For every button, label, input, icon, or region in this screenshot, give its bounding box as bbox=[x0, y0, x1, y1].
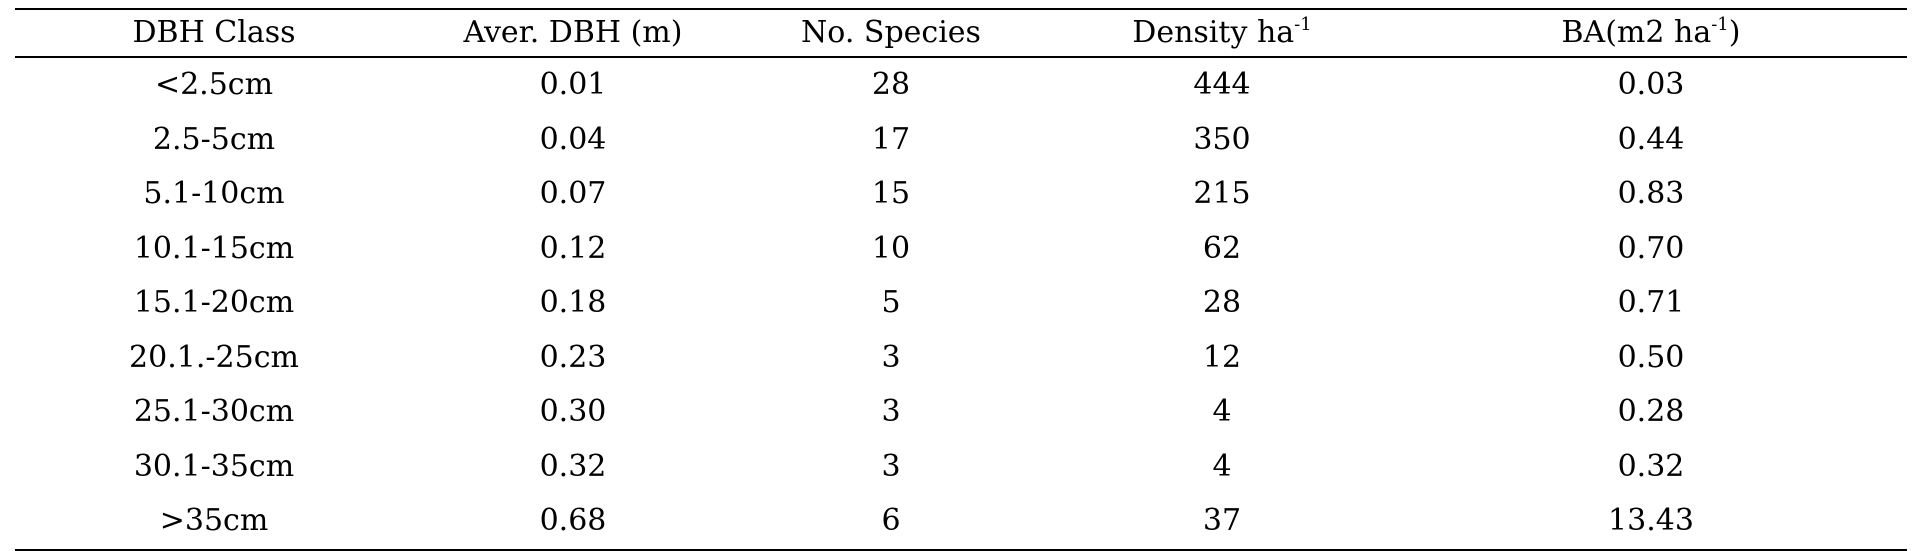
header-aver-dbh: Aver. DBH (m) bbox=[413, 9, 733, 57]
header-dbh-class: DBH Class bbox=[15, 9, 413, 57]
header-no-species: No. Species bbox=[733, 9, 1049, 57]
aver-dbh-cell: 0.68 bbox=[539, 503, 607, 539]
table-body: <2.5cm 0.01 28 444 0.03 2.5-5cm 0.04 17 350 0.44 5… bbox=[15, 57, 1907, 550]
dbh-class-cell: 2.5-5cm bbox=[152, 121, 276, 157]
dbh-class-cell: 20.1.-25cm bbox=[129, 339, 299, 375]
dbh-class-table: DBH Class Aver. DBH (m) No. Species Dens… bbox=[15, 8, 1907, 551]
table-row: 30.1-35cm 0.32 3 4 0.32 bbox=[15, 440, 1907, 495]
header-density-superscript: -1 bbox=[1294, 14, 1312, 35]
no-species-cell: 28 bbox=[871, 67, 911, 103]
table-row: 15.1-20cm 0.18 5 28 0.71 bbox=[15, 276, 1907, 331]
no-species-cell: 3 bbox=[881, 339, 901, 375]
no-species-cell: 5 bbox=[881, 285, 901, 321]
aver-dbh-cell: 0.30 bbox=[539, 394, 607, 430]
density-cell: 4 bbox=[1212, 448, 1232, 484]
dbh-class-cell: <2.5cm bbox=[154, 67, 274, 103]
header-basal-area-close-paren: ) bbox=[1728, 15, 1741, 50]
basal-area-cell: 0.70 bbox=[1617, 230, 1685, 266]
header-basal-area: BA(m2 ha-1) bbox=[1395, 9, 1907, 57]
aver-dbh-cell: 0.18 bbox=[539, 285, 607, 321]
basal-area-cell: 0.71 bbox=[1617, 285, 1685, 321]
header-density: Density ha-1 bbox=[1049, 9, 1395, 57]
no-species-cell: 3 bbox=[881, 394, 901, 430]
dbh-class-table-container: DBH Class Aver. DBH (m) No. Species Dens… bbox=[15, 8, 1907, 551]
aver-dbh-cell: 0.04 bbox=[539, 121, 607, 157]
basal-area-cell: 0.03 bbox=[1617, 67, 1685, 103]
aver-dbh-cell: 0.23 bbox=[539, 339, 607, 375]
header-aver-dbh-text: Aver. DBH (m) bbox=[463, 15, 683, 50]
basal-area-cell: 0.50 bbox=[1617, 339, 1685, 375]
basal-area-cell: 13.43 bbox=[1608, 503, 1694, 539]
aver-dbh-cell: 0.07 bbox=[539, 176, 607, 212]
aver-dbh-cell: 0.32 bbox=[539, 448, 607, 484]
table-row: 2.5-5cm 0.04 17 350 0.44 bbox=[15, 113, 1907, 168]
table-header: DBH Class Aver. DBH (m) No. Species Dens… bbox=[15, 9, 1907, 57]
no-species-cell: 17 bbox=[871, 121, 911, 157]
basal-area-cell: 0.28 bbox=[1617, 394, 1685, 430]
table-row: 20.1.-25cm 0.23 3 12 0.50 bbox=[15, 331, 1907, 386]
header-no-species-text: No. Species bbox=[801, 15, 981, 50]
table-row: 25.1-30cm 0.30 3 4 0.28 bbox=[15, 385, 1907, 440]
no-species-cell: 15 bbox=[871, 176, 911, 212]
basal-area-cell: 0.83 bbox=[1617, 176, 1685, 212]
table-row: >35cm 0.68 6 37 13.43 bbox=[15, 494, 1907, 550]
header-basal-area-text: BA(m2 ha bbox=[1561, 15, 1712, 50]
density-cell: 215 bbox=[1193, 176, 1251, 212]
no-species-cell: 3 bbox=[881, 448, 901, 484]
table-row: 10.1-15cm 0.12 10 62 0.70 bbox=[15, 222, 1907, 277]
table-row: <2.5cm 0.01 28 444 0.03 bbox=[15, 57, 1907, 113]
dbh-class-cell: 25.1-30cm bbox=[133, 394, 295, 430]
density-cell: 12 bbox=[1202, 339, 1242, 375]
density-cell: 37 bbox=[1202, 503, 1242, 539]
header-row: DBH Class Aver. DBH (m) No. Species Dens… bbox=[15, 9, 1907, 57]
aver-dbh-cell: 0.12 bbox=[539, 230, 607, 266]
table-row: 5.1-10cm 0.07 15 215 0.83 bbox=[15, 167, 1907, 222]
dbh-class-cell: 15.1-20cm bbox=[133, 285, 295, 321]
header-dbh-class-text: DBH Class bbox=[132, 15, 296, 50]
basal-area-cell: 0.44 bbox=[1617, 121, 1685, 157]
density-cell: 4 bbox=[1212, 394, 1232, 430]
dbh-class-cell: 10.1-15cm bbox=[133, 230, 295, 266]
density-cell: 444 bbox=[1193, 67, 1251, 103]
no-species-cell: 6 bbox=[881, 503, 901, 539]
density-cell: 62 bbox=[1202, 230, 1242, 266]
dbh-class-cell: 5.1-10cm bbox=[143, 176, 285, 212]
density-cell: 350 bbox=[1193, 121, 1251, 157]
density-cell: 28 bbox=[1202, 285, 1242, 321]
header-density-text: Density ha bbox=[1132, 15, 1295, 50]
basal-area-cell: 0.32 bbox=[1617, 448, 1685, 484]
dbh-class-cell: >35cm bbox=[159, 503, 269, 539]
aver-dbh-cell: 0.01 bbox=[539, 67, 607, 103]
dbh-class-cell: 30.1-35cm bbox=[133, 448, 295, 484]
header-basal-area-superscript: -1 bbox=[1711, 14, 1729, 35]
no-species-cell: 10 bbox=[871, 230, 911, 266]
